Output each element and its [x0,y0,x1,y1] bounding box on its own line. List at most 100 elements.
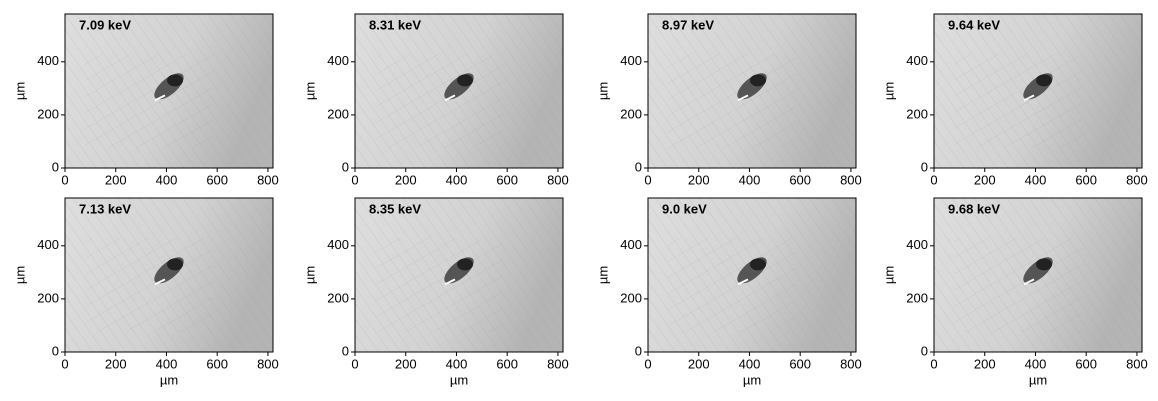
y-tick-label: 400 [37,53,59,68]
micrograph-texture [85,54,213,148]
y-tick-label: 200 [327,106,349,121]
defect-highlight [1023,278,1035,286]
x-tick-label: 200 [974,172,996,187]
x-axis-label: µm [1029,372,1047,387]
x-tick-label: 800 [840,356,862,371]
x-tick-label: 800 [257,356,279,371]
x-tick-label: 400 [156,172,178,187]
micrograph-texture [375,238,503,332]
x-tick-label: 800 [840,172,862,187]
x-tick-label: 400 [1025,172,1047,187]
y-tick-label: 200 [37,290,59,305]
micrograph [65,14,273,168]
y-tick-label: 200 [906,290,928,305]
x-tick-label: 200 [105,172,127,187]
x-tick-label: 800 [547,356,569,371]
plot-frame [64,197,274,353]
x-tick-label: 200 [974,356,996,371]
micrograph-texture [85,238,213,332]
micrograph-texture [375,54,503,148]
micrograph [934,198,1142,352]
x-tick-label: 400 [156,356,178,371]
y-tick-label: 200 [906,106,928,121]
x-tick-label: 200 [395,356,417,371]
y-axis-label: µm [881,82,896,100]
panel: 0 200 400 600 800 0 200 400 9.0 keV µm µm [595,197,862,387]
y-tick-label: 400 [620,53,642,68]
panel: 0 200 400 600 800 0 200 400 8.31 keV µm [302,13,569,187]
y-tick-label: 400 [327,237,349,252]
x-tick-label: 0 [61,356,68,371]
x-tick-label: 200 [688,356,710,371]
defect [750,258,766,271]
defect [167,74,183,87]
x-tick-label: 600 [496,172,518,187]
x-tick-label: 400 [739,172,761,187]
micrograph [648,14,856,168]
x-tick-label: 400 [446,356,468,371]
panel: 0 200 400 600 800 0 200 400 8.35 keV µm µm [302,197,569,387]
micrograph [648,198,856,352]
plot-frame [354,197,564,353]
defect [1036,74,1052,87]
panel-title: 7.13 keV [79,201,131,216]
y-axis-label: µm [595,266,610,284]
defect-highlight [737,94,749,102]
x-tick-label: 400 [739,356,761,371]
y-tick-label: 0 [342,343,349,358]
x-tick-label: 600 [206,172,228,187]
defect [457,74,473,87]
y-tick-label: 400 [327,53,349,68]
plot-frame [933,197,1143,353]
plot-frame [647,13,857,169]
defect-highlight [444,94,456,102]
micrograph [65,198,273,352]
panel-title: 8.97 keV [662,17,714,32]
plot-frame [647,197,857,353]
x-tick-label: 0 [644,172,651,187]
x-tick-label: 200 [395,172,417,187]
x-tick-label: 600 [1075,172,1097,187]
x-tick-label: 800 [257,172,279,187]
y-tick-label: 0 [52,159,59,174]
y-tick-label: 200 [327,290,349,305]
panel: 0 200 400 600 800 0 200 400 7.09 keV µm [12,13,279,187]
panel: 0 200 400 600 800 0 200 400 7.13 keV µm µm [12,197,279,387]
micrograph [355,198,563,352]
x-tick-label: 600 [1075,356,1097,371]
x-tick-label: 600 [206,356,228,371]
x-tick-label: 0 [351,356,358,371]
panel-title: 8.31 keV [369,17,421,32]
micrograph [355,14,563,168]
y-tick-label: 400 [37,237,59,252]
x-tick-label: 400 [446,172,468,187]
defect-highlight [154,278,166,286]
x-tick-label: 0 [930,356,937,371]
x-tick-label: 200 [688,172,710,187]
micrograph-texture [954,238,1082,332]
y-tick-label: 400 [906,53,928,68]
y-tick-label: 0 [921,159,928,174]
x-tick-label: 200 [105,356,127,371]
defect-highlight [737,278,749,286]
micrograph [934,14,1142,168]
x-tick-label: 800 [1126,356,1148,371]
plot-frame [64,13,274,169]
x-axis-label: µm [160,372,178,387]
defect [1036,258,1052,271]
y-tick-label: 200 [37,106,59,121]
x-tick-label: 0 [644,356,651,371]
panel: 0 200 400 600 800 0 200 400 9.64 keV µm [881,13,1148,187]
defect-highlight [444,278,456,286]
defect-highlight [154,94,166,102]
panel: 0 200 400 600 800 0 200 400 9.68 keV µm µm [881,197,1148,387]
y-tick-label: 0 [921,343,928,358]
x-tick-label: 800 [547,172,569,187]
defect [457,258,473,271]
y-axis-label: µm [881,266,896,284]
panel-title: 9.64 keV [948,17,1000,32]
micrograph-texture [668,54,796,148]
y-tick-label: 0 [635,343,642,358]
x-tick-label: 0 [930,172,937,187]
